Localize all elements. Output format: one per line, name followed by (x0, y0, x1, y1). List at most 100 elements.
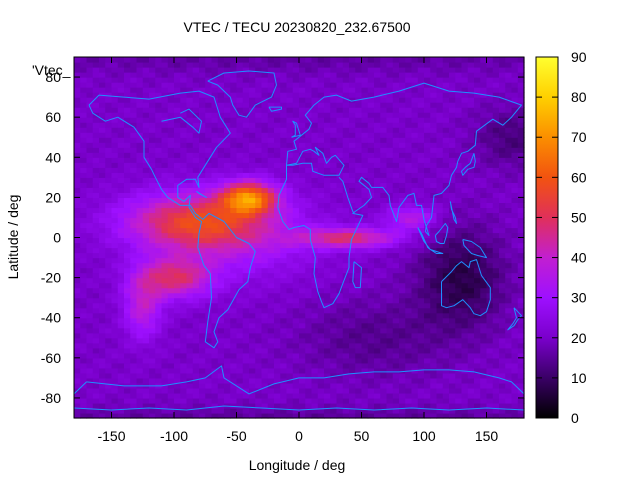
heatmap-cell (217, 237, 225, 244)
heatmap-cell (280, 162, 288, 168)
heatmap-cell (392, 397, 400, 404)
heatmap-cell (492, 237, 500, 244)
heatmap-cell (249, 227, 256, 234)
heatmap-cell (367, 382, 375, 389)
heatmap-cell (292, 337, 300, 344)
heatmap-cell (299, 137, 306, 143)
heatmap-cell (205, 142, 213, 148)
heatmap-cell (180, 267, 188, 274)
heatmap-cell (136, 127, 144, 133)
heatmap-cell (461, 317, 469, 324)
heatmap-cell (411, 292, 419, 299)
heatmap-cell (424, 392, 431, 399)
heatmap-cell (317, 372, 325, 379)
heatmap-cell (499, 267, 506, 274)
heatmap-cell (499, 77, 506, 83)
heatmap-cell (130, 72, 138, 78)
heatmap-cell (230, 357, 238, 364)
heatmap-cell (455, 272, 463, 279)
heatmap-cell (455, 337, 463, 344)
heatmap-cell (249, 117, 256, 123)
heatmap-cell (174, 307, 181, 314)
heatmap-cell (467, 87, 475, 93)
heatmap-cell (399, 297, 406, 304)
heatmap-cell (199, 382, 206, 389)
heatmap-cell (367, 392, 375, 399)
heatmap-cell (261, 87, 269, 93)
heatmap-cell (392, 197, 400, 203)
heatmap-cell (486, 412, 494, 419)
heatmap-cell (361, 377, 369, 384)
heatmap-cell (330, 362, 338, 369)
heatmap-cell (274, 342, 281, 349)
heatmap-cell (361, 322, 369, 329)
heatmap-cell (205, 167, 213, 173)
heatmap-cell (99, 132, 106, 138)
heatmap-cell (505, 352, 513, 359)
heatmap-cell (74, 392, 81, 399)
heatmap-cell (430, 92, 438, 98)
heatmap-cell (280, 392, 288, 399)
heatmap-cell (280, 172, 288, 178)
heatmap-cell (205, 217, 213, 224)
heatmap-cell (249, 97, 256, 103)
heatmap-cell (330, 352, 338, 359)
heatmap-cell (380, 187, 388, 193)
heatmap-cell (474, 147, 481, 153)
heatmap-cell (111, 77, 119, 83)
heatmap-cell (211, 362, 219, 369)
heatmap-cell (174, 277, 181, 284)
heatmap-cell (442, 177, 450, 183)
heatmap-cell (336, 117, 344, 123)
heatmap-cell (155, 272, 163, 279)
heatmap-cell (224, 377, 231, 384)
heatmap-cell (392, 127, 400, 133)
heatmap-cell (330, 227, 338, 234)
heatmap-cell (124, 122, 131, 128)
heatmap-cell (324, 282, 331, 289)
heatmap-cell (155, 187, 163, 193)
heatmap-cell (367, 72, 375, 78)
heatmap-cell (505, 367, 513, 374)
heatmap-cell (174, 217, 181, 224)
heatmap-cell (317, 122, 325, 128)
heatmap-cell (455, 412, 463, 419)
heatmap-cell (242, 152, 250, 158)
heatmap-cell (161, 67, 169, 73)
heatmap-cell (74, 82, 81, 88)
heatmap-cell (180, 142, 188, 148)
heatmap-cell (280, 102, 288, 108)
heatmap-cell (255, 202, 263, 209)
heatmap-cell (336, 347, 344, 354)
heatmap-cell (461, 142, 469, 148)
heatmap-cell (436, 377, 444, 384)
heatmap-cell (286, 372, 294, 379)
heatmap-cell (224, 342, 231, 349)
heatmap-cell (105, 307, 113, 314)
heatmap-cell (105, 332, 113, 339)
heatmap-cell (449, 277, 456, 284)
heatmap-cell (467, 282, 475, 289)
heatmap-cell (211, 347, 219, 354)
heatmap-cell (124, 372, 131, 379)
heatmap-cell (492, 357, 500, 364)
heatmap-cell (80, 62, 88, 68)
heatmap-cell (342, 237, 350, 244)
heatmap-cell (105, 387, 113, 394)
heatmap-cell (330, 57, 338, 63)
heatmap-cell (192, 367, 200, 374)
heatmap-cell (142, 337, 150, 344)
heatmap-cell (424, 322, 431, 329)
heatmap-cell (117, 222, 125, 229)
heatmap-cell (455, 207, 463, 214)
heatmap-cell (286, 332, 294, 339)
heatmap-cell (486, 107, 494, 113)
heatmap-cell (455, 242, 463, 249)
heatmap-cell (130, 107, 138, 113)
heatmap-cell (99, 67, 106, 73)
heatmap-cell (336, 337, 344, 344)
heatmap-cell (367, 102, 375, 108)
heatmap-cell (261, 77, 269, 83)
heatmap-cell (374, 132, 381, 138)
heatmap-cell (342, 312, 350, 319)
